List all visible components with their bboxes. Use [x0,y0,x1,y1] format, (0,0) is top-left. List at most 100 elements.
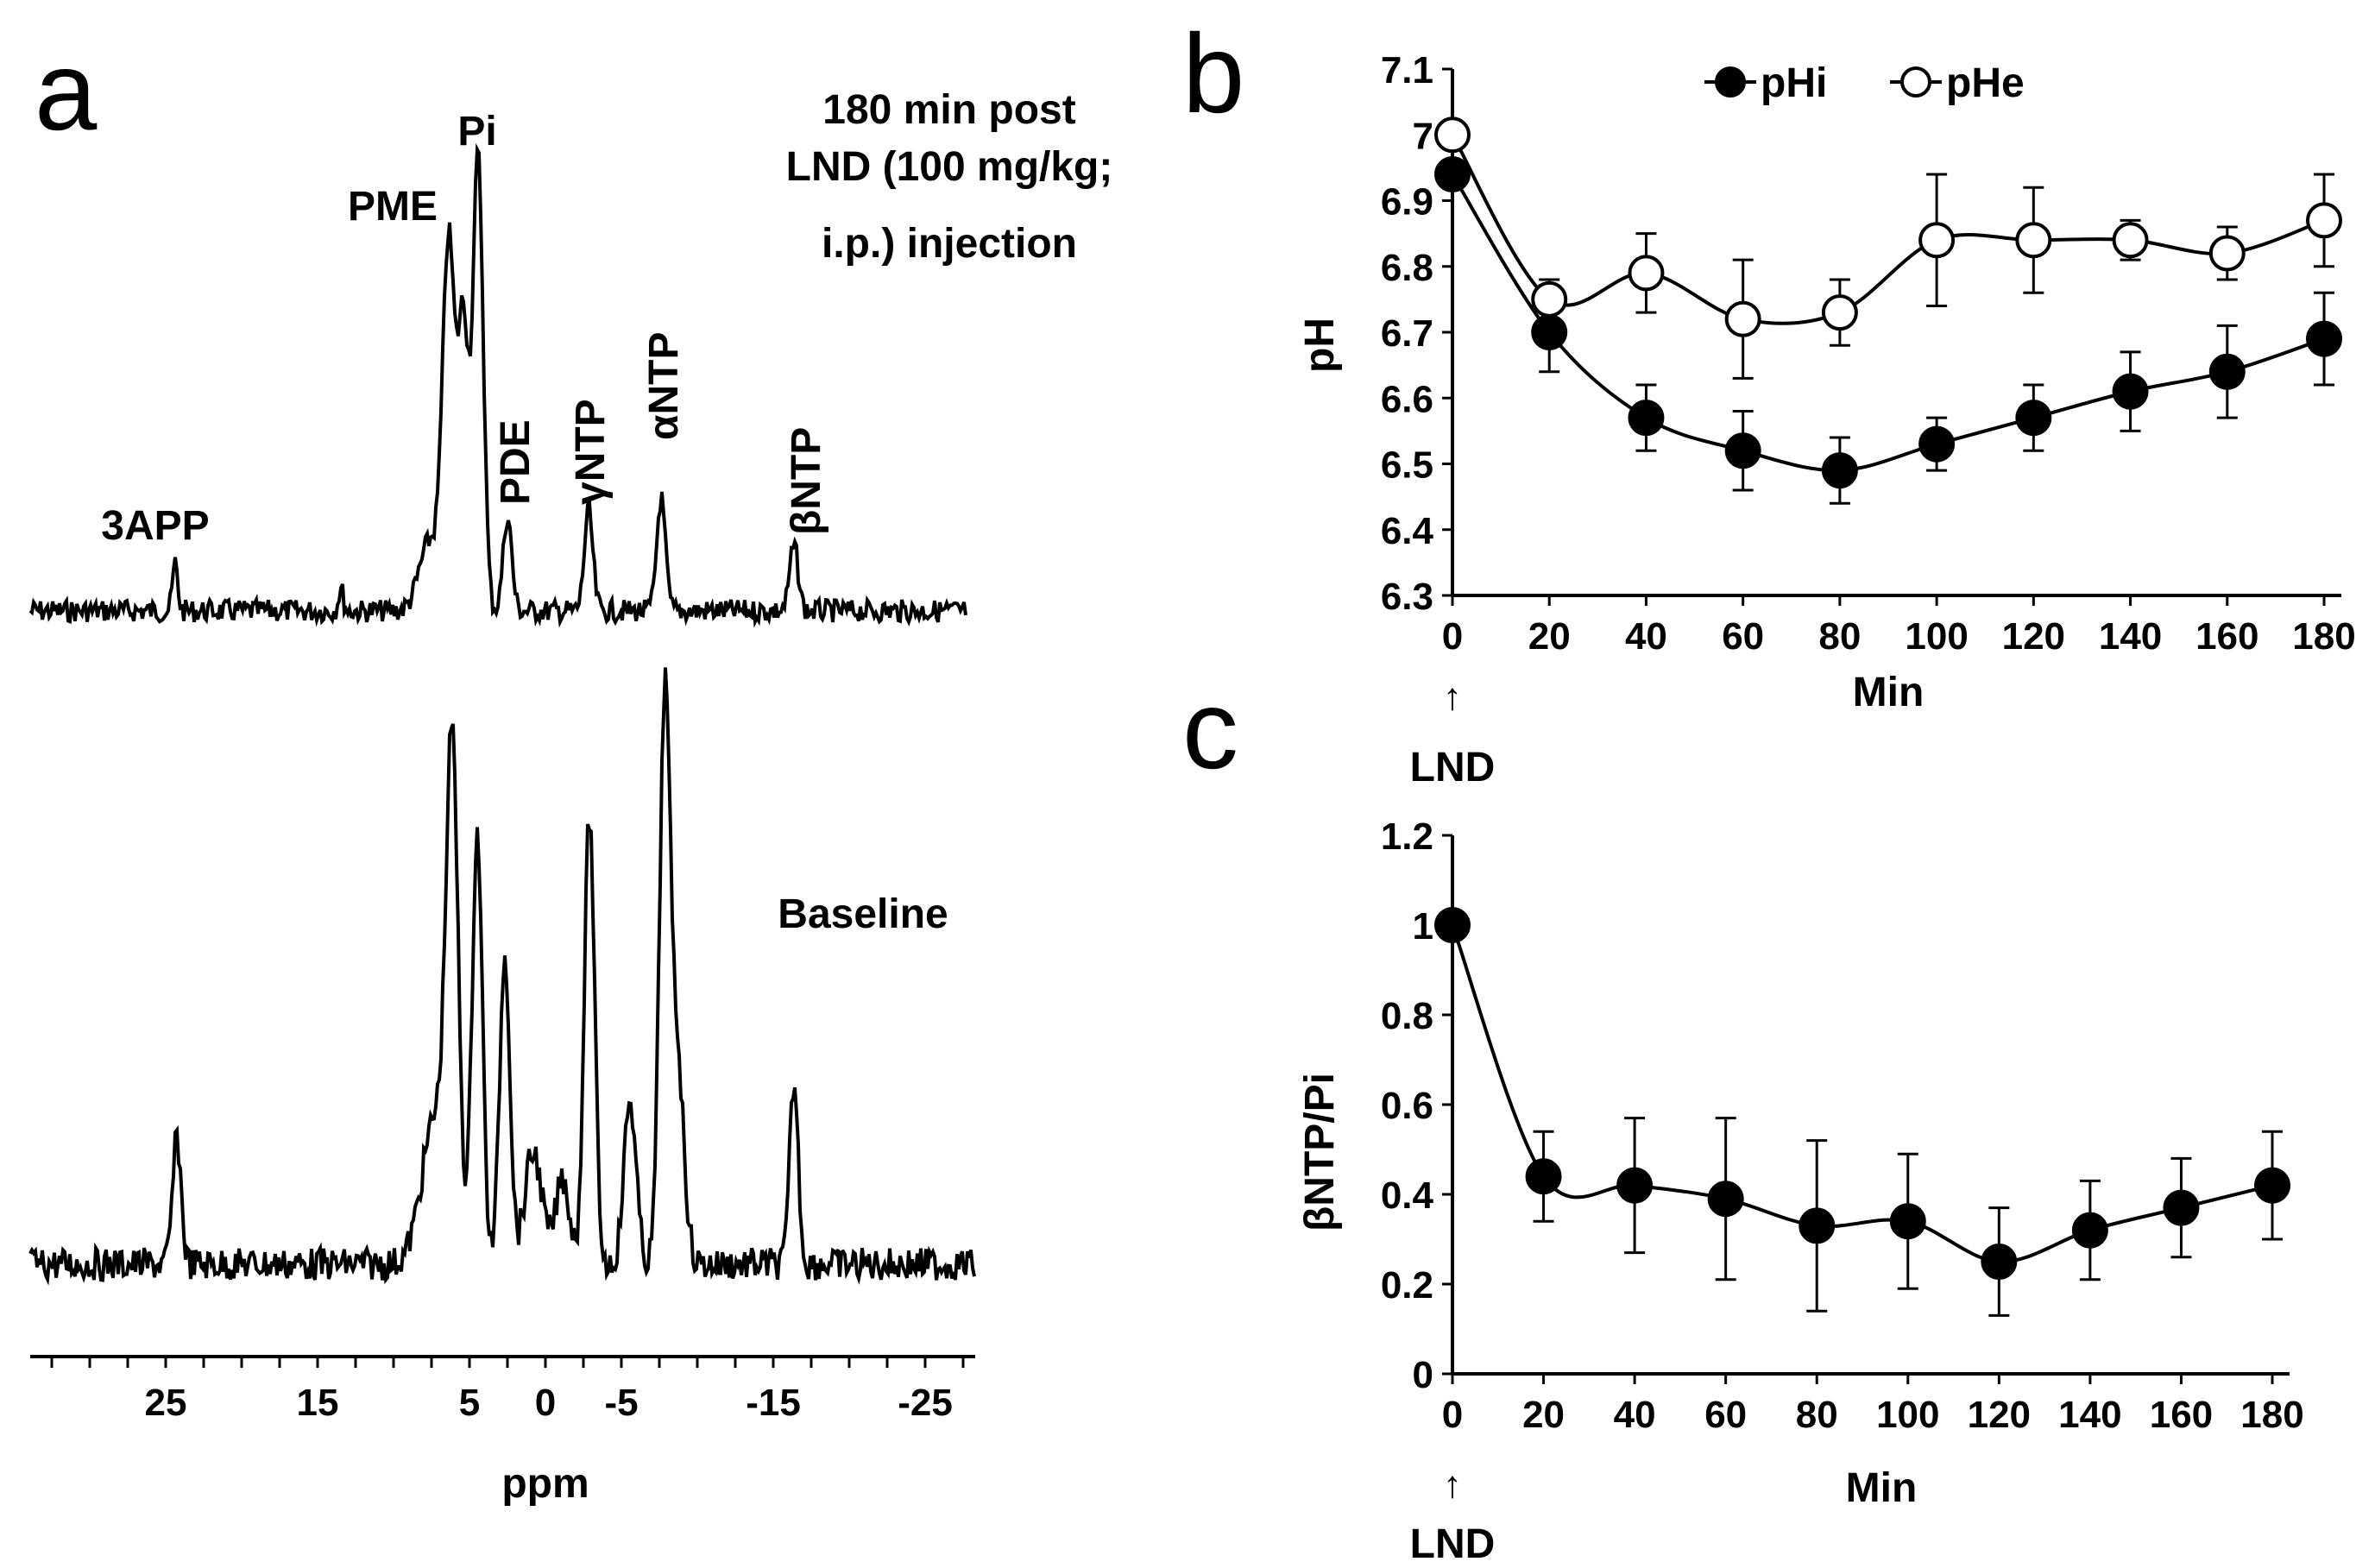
y-tick-label: 6.5 [1381,444,1433,487]
panel-a-letter: a [35,28,98,154]
y-tick-label: 6.9 [1381,181,1433,224]
data-point [1531,280,1568,318]
data-point [1724,432,1761,469]
panel-c-ntp-chart: c βNTP/Pi Min ↑ LND 0 0.2 0.4 0.6 0.8 1 1.2 0 20… [1182,666,2304,1567]
data-point [2163,1189,2200,1226]
panel-b-ph-chart: b pH Min ↑ LND pHi pHe 6.3 6.4 6.5 6.6 6.7 6.… [1182,10,2356,790]
lnd-annotation: LND [1410,745,1496,790]
data-point [1434,156,1471,192]
peak-label-pde: PDE [493,419,539,505]
y-tick-label: 6.4 [1381,510,1434,552]
x-axis-title: Min [1853,670,1925,715]
peak-label-beta-ntp: βNTP [784,427,829,535]
x-axis-title: Min [1846,1465,1918,1511]
x-tick-label: 140 [2099,615,2162,658]
ppm-tick-label: 5 [459,1382,480,1424]
data-point [1628,255,1665,292]
data-point [2306,320,2342,357]
data-point [1724,300,1761,337]
peak-label-alpha-ntp: αNTP [641,331,687,440]
data-point [2208,235,2246,272]
x-tick-label: 60 [1704,1394,1747,1436]
x-tick-label: 180 [2292,615,2355,658]
data-point [1616,1167,1654,1204]
peak-label-pme: PME [348,184,438,230]
y-tick-label: 0 [1413,1354,1433,1396]
data-point [1707,1181,1744,1218]
post-injection-title-line-2: LND (100 mg/kg; [786,144,1113,190]
y-tick-label: 0.2 [1381,1264,1433,1307]
data-point [2015,400,2052,437]
y-tick-label: 7.1 [1381,49,1433,91]
y-axis-title: βNTP/Pi [1297,1073,1343,1231]
data-point [1918,222,1956,259]
y-tick-label: 0.6 [1381,1085,1433,1127]
x-tick-label: 0 [1442,615,1463,658]
x-tick-label: 120 [2002,615,2065,658]
ppm-tick-label: 15 [297,1382,339,1424]
data-point [1889,1203,1926,1240]
y-tick-label: 1 [1413,905,1433,948]
legend-label-phi: pHi [1761,60,1827,106]
data-point [1434,116,1471,154]
series-line-0 [1451,924,2273,1264]
y-tick-label: 1.2 [1381,815,1433,858]
x-tick-label: 180 [2240,1394,2303,1436]
y-tick-label: 0.8 [1381,995,1433,1037]
x-tick-label: 80 [1818,615,1861,658]
x-tick-label: 40 [1614,1394,1656,1436]
data-point [1799,1207,1836,1244]
legend: pHi pHe [1704,60,2025,106]
data-point [1434,907,1471,943]
data-point [2015,222,2052,259]
y-tick-label: 6.3 [1381,576,1433,618]
post-injection-title-line-3: i.p.) injection [822,221,1077,267]
data-point [2112,222,2149,259]
post-injection-title-line-1: 180 min post [822,87,1075,133]
data-point [1918,425,1956,463]
ppm-axis-ticks [50,1357,965,1368]
series-line-1 [1451,134,2325,325]
panel-a-spectra: a 180 min post LND (100 mg/kg; i.p.) inj… [28,28,1113,1507]
arrow-icon: ↑ [1443,676,1462,718]
x-tick-label: 100 [1876,1394,1939,1436]
legend-marker-phe [1900,66,1931,98]
data-point [1628,400,1665,437]
y-tick-label: 0.4 [1381,1174,1434,1217]
y-axis-title: pH [1297,318,1343,373]
x-tick-label: 0 [1442,1394,1463,1436]
data-point [1821,294,1858,331]
x-tick-label: 160 [2195,615,2258,658]
data-point [1981,1244,2018,1280]
panel-b-letter: b [1182,10,1244,136]
x-tick-label: 60 [1722,615,1764,658]
arrow-icon: ↑ [1443,1464,1462,1506]
y-tick-label: 7 [1413,115,1433,157]
legend-label-phe: pHe [1946,60,2025,106]
data-point [2254,1167,2290,1204]
x-tick-label: 160 [2150,1394,2213,1436]
x-tick-label: 20 [1528,615,1571,658]
data-point [1821,452,1858,489]
ppm-axis-title: ppm [501,1461,589,1507]
x-tick-label: 100 [1905,615,1968,658]
panel-c-letter: c [1182,666,1238,792]
data-point [1525,1158,1562,1195]
x-tick-label: 140 [2058,1394,2121,1436]
peak-label-3app: 3APP [101,503,209,549]
x-tick-label: 40 [1625,615,1667,658]
ppm-tick-label: 25 [145,1382,187,1424]
legend-marker-phi [1715,66,1746,98]
y-tick-label: 6.8 [1381,247,1433,289]
data-point [2071,1212,2108,1249]
spectrum-baseline [28,667,976,1286]
data-point [2112,373,2149,410]
baseline-label: Baseline [778,891,948,937]
ppm-tick-label: -5 [604,1382,638,1424]
data-point [1531,314,1568,350]
spectrum-180-min [28,142,967,628]
x-tick-label: 80 [1796,1394,1838,1436]
y-tick-label: 6.7 [1381,312,1433,355]
x-tick-label: 120 [1968,1394,2031,1436]
